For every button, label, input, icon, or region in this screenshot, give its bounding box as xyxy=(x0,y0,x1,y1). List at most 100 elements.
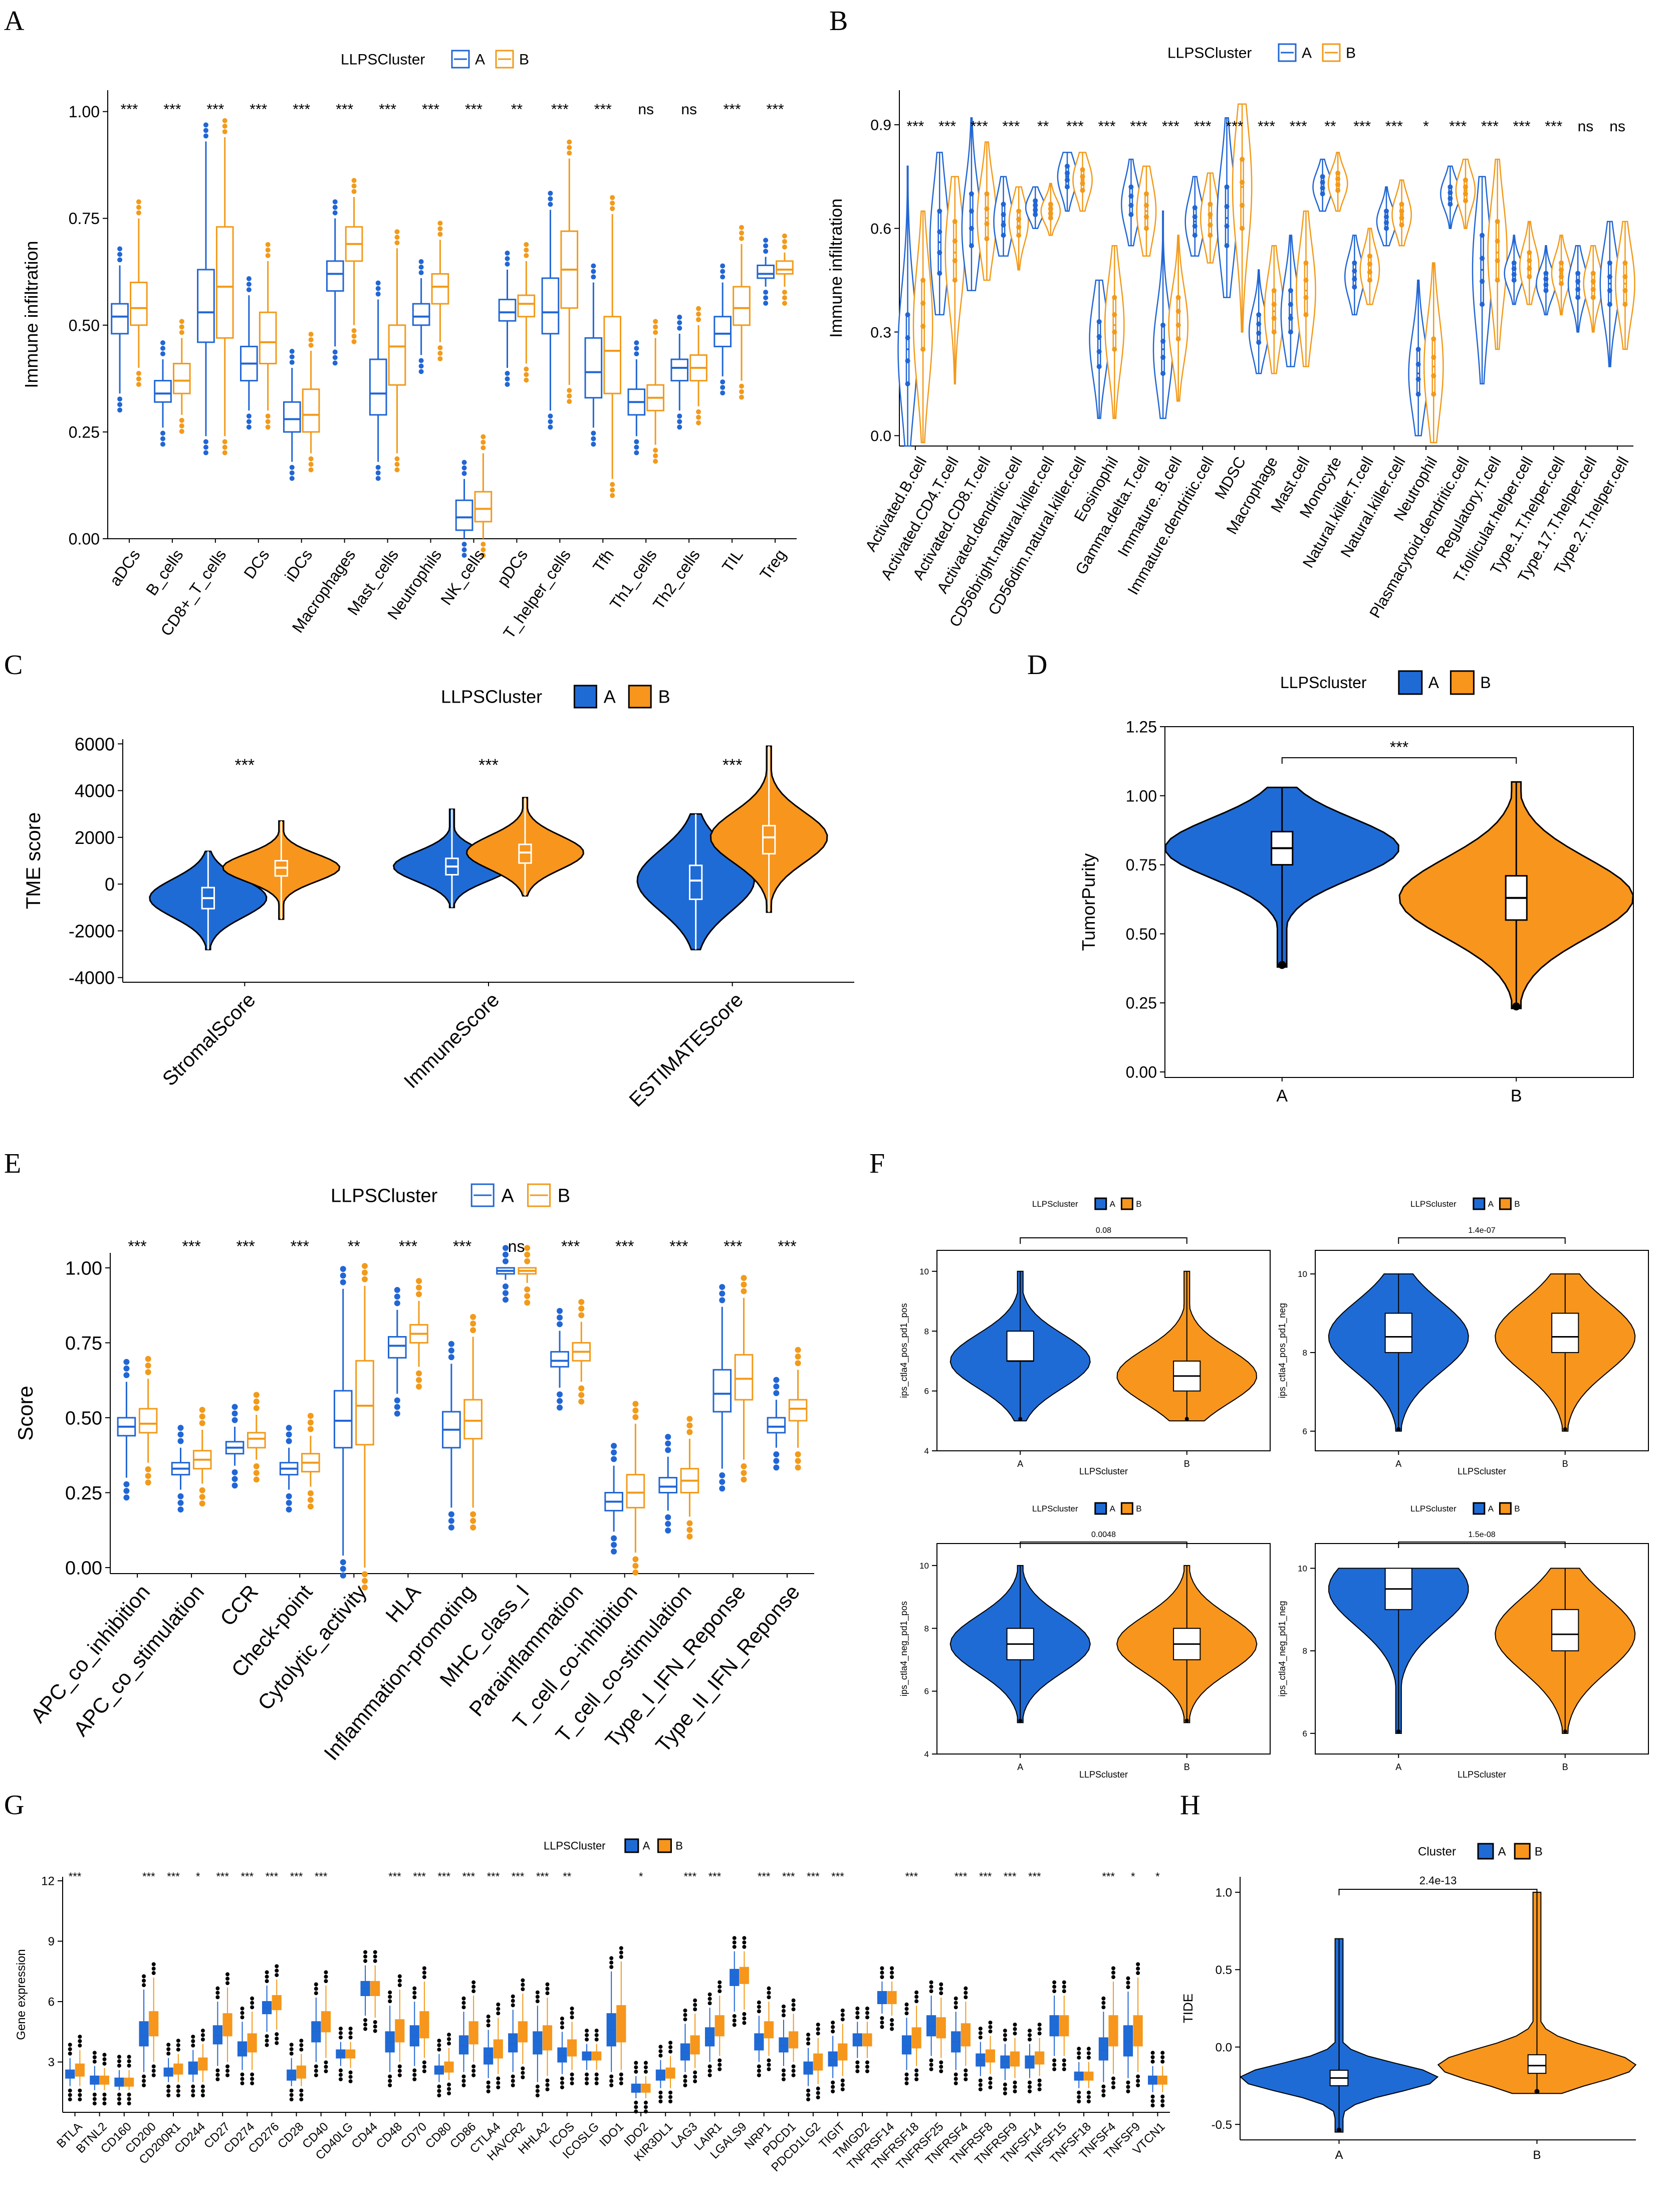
outlier-point xyxy=(203,439,208,445)
outlier-point xyxy=(265,247,271,253)
outlier-point xyxy=(231,1482,238,1489)
outlier-point xyxy=(68,2047,72,2051)
outlier-point xyxy=(471,2069,476,2073)
outlier-point xyxy=(145,1473,151,1479)
data-point xyxy=(969,191,974,196)
outlier-point xyxy=(496,2076,501,2081)
outlier-point xyxy=(68,2093,72,2097)
data-point xyxy=(1559,274,1564,280)
box-b-hhla2 xyxy=(542,1998,553,2076)
box-a-cd200r1 xyxy=(163,2058,173,2082)
outlier-point xyxy=(448,1354,454,1361)
outlier-point xyxy=(470,1511,476,1517)
outlier-point xyxy=(609,1956,614,1960)
legend-swatch xyxy=(1499,1197,1512,1210)
outlier-point xyxy=(1052,1985,1057,1989)
outlier-point xyxy=(773,1458,780,1464)
outlier-point xyxy=(388,1995,392,1999)
inner-box-a xyxy=(1384,1568,1412,1733)
outlier-point xyxy=(1018,1718,1023,1723)
outlier-point xyxy=(394,1397,400,1404)
outlier-point xyxy=(351,333,357,339)
outlier-point xyxy=(890,1971,894,1975)
significance-parainflammation: *** xyxy=(561,1237,580,1255)
data-point xyxy=(920,278,926,283)
outlier-point xyxy=(831,2085,835,2089)
data-point xyxy=(1080,174,1085,179)
outlier-point xyxy=(505,251,510,256)
legend-key-a xyxy=(470,1183,495,1207)
box-iqr xyxy=(395,2019,405,2043)
data-point xyxy=(1352,276,1357,282)
outlier-point xyxy=(240,2011,245,2015)
inner-box-a-immature-b-cell xyxy=(1161,211,1165,418)
box-b-nrp1 xyxy=(764,2002,774,2056)
outlier-point xyxy=(246,419,252,424)
outlier-point xyxy=(739,389,744,394)
data-point xyxy=(1048,215,1053,221)
data-point xyxy=(1352,260,1357,266)
data-point xyxy=(1080,167,1085,172)
box-a-t-helper-cells xyxy=(541,209,560,411)
outlier-point xyxy=(253,1463,260,1469)
comparison-bracket xyxy=(1398,1542,1566,1548)
outlier-point xyxy=(545,1991,550,1996)
outlier-point xyxy=(732,2018,737,2023)
y-tick-label: 6 xyxy=(48,1996,55,2009)
x-tick-label-b: B xyxy=(1533,2148,1541,2162)
outlier-point xyxy=(397,2073,402,2077)
significance-cd274: *** xyxy=(241,1870,254,1883)
outlier-point xyxy=(831,2029,835,2034)
comparison-bracket xyxy=(1020,1542,1187,1548)
outlier-point xyxy=(102,2061,107,2066)
outlier-point xyxy=(1160,2103,1165,2108)
data-point xyxy=(1224,224,1230,229)
outlier-point xyxy=(767,2063,771,2067)
outlier-point xyxy=(1512,1002,1521,1011)
box-iqr xyxy=(463,1399,483,1440)
inner-box-a xyxy=(1006,1565,1034,1723)
outlier-point xyxy=(719,1284,726,1290)
outlier-point xyxy=(1111,2076,1116,2081)
outlier-point xyxy=(375,286,381,291)
outlier-point xyxy=(348,2035,353,2040)
outlier-point xyxy=(953,2001,958,2005)
data-point xyxy=(1622,302,1628,307)
box-a-cd80 xyxy=(434,2054,444,2082)
box-a-check-point xyxy=(279,1447,299,1490)
outlier-point xyxy=(481,440,486,445)
data-point xyxy=(1288,302,1293,307)
category-icoslg xyxy=(582,2029,602,2086)
box-iqr xyxy=(237,2041,248,2057)
box-iqr xyxy=(333,1390,353,1449)
significance-type-ii-ifn-reponse: *** xyxy=(778,1237,796,1255)
outlier-point xyxy=(585,2029,589,2033)
outlier-point xyxy=(160,351,165,356)
box-a-nk-cells xyxy=(455,479,473,539)
y-tick-label: 0.6 xyxy=(870,221,891,238)
data-point xyxy=(1144,226,1149,231)
outlier-point xyxy=(683,2008,687,2013)
outlier-point xyxy=(1013,2027,1017,2031)
significance-neutrophils: *** xyxy=(422,101,439,118)
legend-swatch xyxy=(1473,1502,1486,1515)
outlier-point xyxy=(253,1392,260,1398)
box-a-tnfsf9 xyxy=(1123,1991,1133,2078)
box-iqr xyxy=(283,401,301,433)
outlier-point xyxy=(375,465,381,470)
outlier-point xyxy=(363,2022,368,2027)
outlier-point xyxy=(123,1481,130,1487)
box-b-cd276 xyxy=(272,1979,282,2030)
data-point xyxy=(1495,239,1500,244)
outlier-point xyxy=(412,1991,417,1995)
outlier-point xyxy=(619,2077,623,2081)
data-point xyxy=(1256,321,1262,327)
box-iqr xyxy=(1123,2025,1133,2057)
y-tick-label: 4 xyxy=(924,1446,929,1456)
data-point xyxy=(1160,355,1166,360)
outlier-point xyxy=(1136,1971,1140,1976)
box-iqr xyxy=(1129,186,1133,215)
outlier-point xyxy=(363,1950,368,1954)
box-a-hla xyxy=(388,1309,407,1394)
outlier-point xyxy=(591,263,596,269)
